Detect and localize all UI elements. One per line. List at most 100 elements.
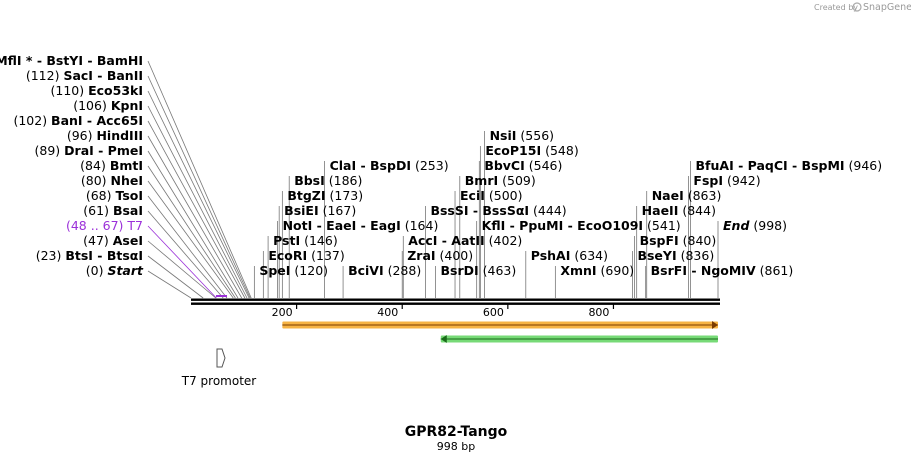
svg-text:EcoP15I (548): EcoP15I (548) (485, 143, 578, 158)
svg-text:(110) Eco53kI: (110) Eco53kI (51, 83, 144, 98)
site-label-bseyi[interactable]: BseYI (836) (637, 248, 714, 263)
site-label-pshai[interactable]: PshAI (634) (531, 248, 608, 263)
site-label-haeii[interactable]: HaeII (844) (642, 203, 716, 218)
site-label-bsrfi-ngomiv[interactable]: BsrFI - NgoMIV (861) (651, 263, 794, 278)
feature-label-t7[interactable]: (48 .. 67) T7 (66, 218, 143, 233)
site-label-bsai[interactable]: (61) BsaI (83, 203, 143, 218)
tick-label-600: 600 (483, 306, 504, 319)
leader-line (147, 240, 217, 299)
leader-line (147, 180, 234, 299)
site-label-bsssi-bsss-i[interactable]: BssSI - BssSαI (444) (430, 203, 566, 218)
svg-text:NsiI (556): NsiI (556) (490, 128, 554, 143)
site-label-asei[interactable]: (47) AseI (83, 233, 143, 248)
site-label-ecori[interactable]: EcoRI (137) (268, 248, 344, 263)
site-label-bmti[interactable]: (84) BmtI (80, 158, 143, 173)
svg-text:(48 .. 67) T7: (48 .. 67) T7 (66, 218, 143, 233)
leader-line (147, 255, 204, 299)
svg-text:BsrDI (463): BsrDI (463) (440, 263, 516, 278)
svg-text:BtgZI (173): BtgZI (173) (287, 188, 363, 203)
site-label-nsii[interactable]: NsiI (556) (490, 128, 554, 143)
leader-lines (147, 60, 719, 299)
site-label-eco53ki[interactable]: (110) Eco53kI (51, 83, 144, 98)
site-label-xmni[interactable]: XmnI (690) (560, 263, 634, 278)
site-label-kfli-ppumi-ecoo109i[interactable]: KflI - PpuMI - EcoO109I (541) (482, 218, 681, 233)
site-label-bbsi[interactable]: BbsI (186) (294, 173, 362, 188)
svg-text:(102) BanI - Acc65I: (102) BanI - Acc65I (13, 113, 143, 128)
svg-text:BbvCI (546): BbvCI (546) (484, 158, 562, 173)
svg-text:(112) SacI - BanII: (112) SacI - BanII (26, 68, 143, 83)
map-title: GPR82-Tango (405, 424, 508, 440)
leader-line (147, 165, 236, 299)
site-label-ecop15i[interactable]: EcoP15I (548) (485, 143, 578, 158)
svg-text:EcoRI (137): EcoRI (137) (268, 248, 344, 263)
tick-label-400: 400 (377, 306, 398, 319)
t7-promoter-marker[interactable] (216, 295, 227, 368)
site-label-bfuai-paqci-bspmi[interactable]: BfuAI - PaqCI - BspMI (946) (696, 158, 883, 173)
svg-text:(80) NheI: (80) NheI (81, 173, 143, 188)
svg-text:PshAI (634): PshAI (634) (531, 248, 608, 263)
leader-line (147, 105, 248, 299)
site-label-bmri[interactable]: BmrI (509) (465, 173, 536, 188)
site-label-bsiei[interactable]: BsiEI (167) (284, 203, 356, 218)
sequence-backbone (191, 298, 720, 305)
leader-line (147, 120, 246, 299)
svg-text:BsrFI - NgoMIV (861): BsrFI - NgoMIV (861) (651, 263, 794, 278)
site-label-kpni[interactable]: (106) KpnI (73, 98, 143, 113)
site-label-noti-eaei-eagi[interactable]: NotI - EaeI - EagI (164) (283, 218, 439, 233)
site-label-naei[interactable]: NaeI (863) (652, 188, 722, 203)
site-label-acci-aatii[interactable]: AccI - AatII (402) (408, 233, 522, 248)
site-label-end[interactable]: End (998) (723, 218, 787, 233)
svg-text:(106) KpnI: (106) KpnI (73, 98, 143, 113)
svg-text:(68) TsoI: (68) TsoI (86, 188, 143, 203)
svg-text:BssSI - BssSαI (444): BssSI - BssSαI (444) (430, 203, 566, 218)
snapgene-logo-icon (852, 2, 862, 12)
leader-line (147, 90, 250, 299)
site-label-fspi[interactable]: FspI (942) (693, 173, 760, 188)
svg-text:(0) Start: (0) Start (86, 263, 144, 278)
site-label-zrai[interactable]: ZraI (400) (407, 248, 473, 263)
site-label-bcivi[interactable]: BciVI (288) (348, 263, 421, 278)
site-label-bspfi[interactable]: BspFI (840) (640, 233, 717, 248)
t7-promoter-label: T7 promoter (181, 374, 257, 388)
site-label-hindiii[interactable]: (96) HindIII (67, 128, 143, 143)
svg-text:(23) BtsI - BtsαI: (23) BtsI - BtsαI (36, 248, 143, 263)
svg-text:(96) HindIII: (96) HindIII (67, 128, 143, 143)
orange-feature[interactable] (282, 321, 718, 329)
site-label-mfli-bstyi-bamhi[interactable]: (114) MflI * - BstYI - BamHI (0, 53, 143, 68)
site-label-nhei[interactable]: (80) NheI (81, 173, 143, 188)
site-label-btsi-bts-i[interactable]: (23) BtsI - BtsαI (36, 248, 143, 263)
created-by-label: Created by (814, 3, 858, 12)
leader-line (147, 60, 252, 299)
site-label-start[interactable]: (0) Start (86, 263, 144, 278)
site-label-bani-acc65i[interactable]: (102) BanI - Acc65I (13, 113, 143, 128)
svg-text:End (998): End (998) (723, 218, 787, 233)
site-label-spei[interactable]: SpeI (120) (259, 263, 328, 278)
leader-line (147, 195, 228, 299)
site-label-bbvci[interactable]: BbvCI (546) (484, 158, 562, 173)
site-label-psti[interactable]: PstI (146) (273, 233, 338, 248)
svg-text:(61) BsaI: (61) BsaI (83, 203, 143, 218)
svg-text:NaeI (863): NaeI (863) (652, 188, 722, 203)
site-label-drai-pmei[interactable]: (89) DraI - PmeI (35, 143, 143, 158)
svg-text:BfuAI - PaqCI - BspMI (946): BfuAI - PaqCI - BspMI (946) (696, 158, 883, 173)
svg-text:HaeII (844): HaeII (844) (642, 203, 716, 218)
svg-text:(114) MflI * - BstYI - BamHI: (114) MflI * - BstYI - BamHI (0, 53, 143, 68)
leader-line (147, 270, 192, 299)
site-label-bsrdi[interactable]: BsrDI (463) (440, 263, 516, 278)
site-label-clai-bspdi[interactable]: ClaI - BspDI (253) (330, 158, 449, 173)
svg-text:BsiEI (167): BsiEI (167) (284, 203, 356, 218)
site-label-saci-banii[interactable]: (112) SacI - BanII (26, 68, 143, 83)
svg-text:EciI (500): EciI (500) (460, 188, 522, 203)
site-label-ecii[interactable]: EciI (500) (460, 188, 522, 203)
snapgene-brand[interactable]: SnapGene (863, 2, 911, 13)
svg-text:NotI - EaeI - EagI (164): NotI - EaeI - EagI (164) (283, 218, 439, 233)
tick-label-800: 800 (588, 306, 609, 319)
svg-text:(89) DraI - PmeI: (89) DraI - PmeI (35, 143, 143, 158)
site-label-tsoi[interactable]: (68) TsoI (86, 188, 143, 203)
site-label-btgzi[interactable]: BtgZI (173) (287, 188, 363, 203)
svg-text:ZraI (400): ZraI (400) (407, 248, 473, 263)
svg-text:SpeI (120): SpeI (120) (259, 263, 328, 278)
green-feature[interactable] (440, 335, 718, 343)
